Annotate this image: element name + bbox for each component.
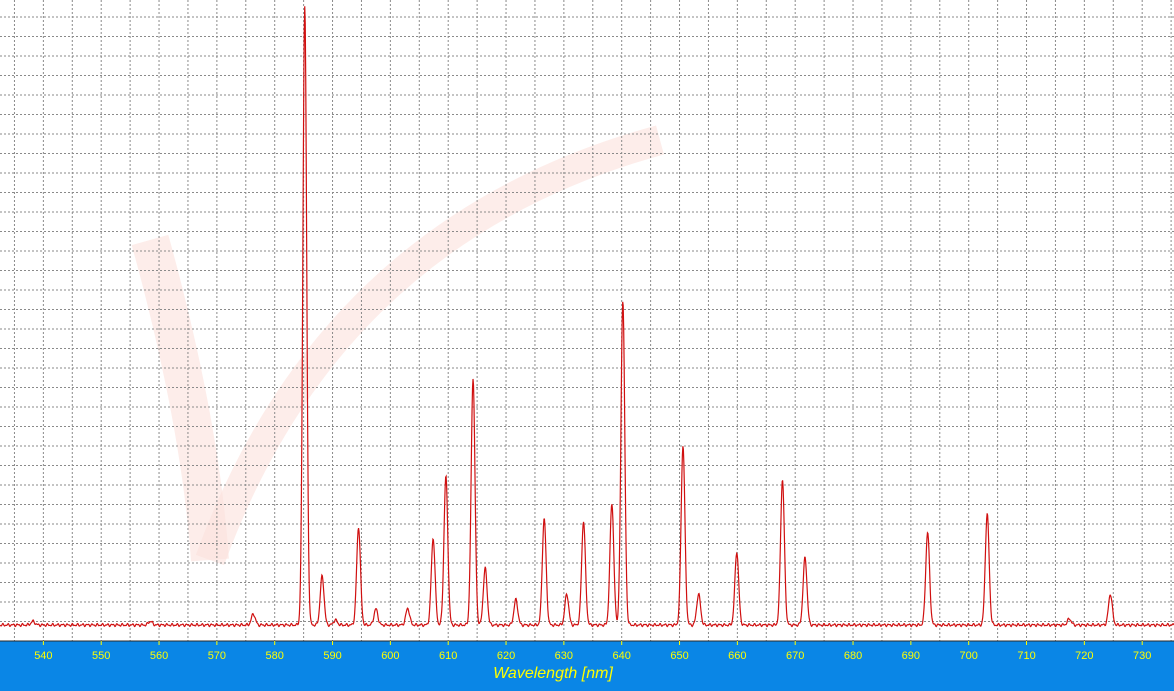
x-tick-label: 570 — [208, 650, 226, 662]
x-tick-label: 720 — [1075, 650, 1093, 662]
x-tick-label: 550 — [92, 650, 110, 662]
x-axis-label: Wavelength [nm] — [493, 665, 613, 682]
watermark-swoosh-2 — [195, 125, 664, 566]
x-tick-label: 540 — [34, 650, 52, 662]
x-tick-label: 690 — [902, 650, 920, 662]
x-tick-label: 710 — [1017, 650, 1035, 662]
x-tick-label: 560 — [150, 650, 168, 662]
x-tick-label: 580 — [266, 650, 284, 662]
x-tick-label: 600 — [381, 650, 399, 662]
spectrum-series-line — [0, 6, 1174, 628]
x-tick-label: 670 — [786, 650, 804, 662]
x-tick-label: 650 — [670, 650, 688, 662]
x-tick-label: 590 — [323, 650, 341, 662]
x-tick-label: 630 — [555, 650, 573, 662]
x-tick-label: 640 — [613, 650, 631, 662]
watermark-swoosh — [131, 234, 229, 562]
x-tick-label: 680 — [844, 650, 862, 662]
x-axis-bar — [0, 641, 1174, 691]
x-tick-label: 660 — [728, 650, 746, 662]
x-tick-label: 620 — [497, 650, 515, 662]
x-tick-label: 700 — [960, 650, 978, 662]
x-tick-label: 610 — [439, 650, 457, 662]
x-tick-label: 730 — [1133, 650, 1151, 662]
